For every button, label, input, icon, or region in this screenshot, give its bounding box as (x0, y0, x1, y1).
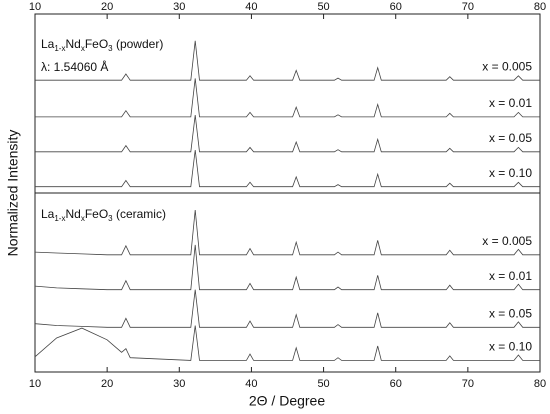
y-axis-label: Normalized Intensity (5, 130, 21, 257)
subscript: 1-x (54, 44, 65, 53)
trace-label: x = 0.01 (489, 269, 532, 283)
label-part: Nd (65, 37, 80, 51)
trace-label: x = 0.05 (489, 131, 532, 145)
x-tick-label-top: 40 (245, 1, 257, 13)
x-tick-label: 30 (173, 378, 185, 390)
label-part: La (41, 207, 55, 221)
annotation: λ: 1.54060 Å (41, 59, 108, 74)
trace (35, 115, 540, 153)
trace (34, 244, 540, 291)
x-tick-label: 10 (29, 378, 41, 390)
label-part: FeO (85, 37, 108, 51)
x-tick-label-top: 80 (534, 1, 546, 13)
x-tick-label-top: 30 (173, 1, 185, 13)
trace (35, 149, 540, 188)
subscript: 1-x (54, 214, 65, 223)
label-part: (ceramic) (113, 207, 166, 221)
x-tick-label: 40 (245, 378, 257, 390)
label-part: La (41, 37, 55, 51)
trace-label: x = 0.10 (489, 340, 532, 354)
x-tick-label-top: 10 (29, 1, 41, 13)
label-part: FeO (85, 207, 108, 221)
x-tick-label-top: 50 (317, 1, 329, 13)
trace-label: x = 0.10 (489, 166, 532, 180)
subscript: x (81, 214, 85, 223)
trace (34, 209, 540, 256)
label-part: Nd (65, 207, 80, 221)
x-axis-label: 2Θ / Degree (249, 393, 325, 409)
trace (34, 325, 540, 361)
x-tick-label-top: 20 (101, 1, 113, 13)
trace-label: x = 0.005 (482, 234, 532, 248)
x-tick-label-top: 60 (390, 1, 402, 13)
trace (35, 40, 540, 81)
x-tick-label: 20 (101, 378, 113, 390)
trace-label: x = 0.01 (489, 96, 532, 110)
subscript: 3 (108, 214, 113, 223)
subscript: 3 (108, 44, 113, 53)
x-tick-label-top: 70 (462, 1, 474, 13)
trace-label: x = 0.05 (489, 306, 532, 320)
subscript: x (81, 44, 85, 53)
panel-label: La1-xNdxFeO3 (powder) (41, 37, 163, 53)
trace-label: x = 0.005 (482, 59, 532, 73)
label-part: (powder) (113, 37, 164, 51)
trace (34, 289, 540, 328)
trace (35, 78, 540, 118)
x-tick-label: 60 (390, 378, 402, 390)
panel-label: La1-xNdxFeO3 (ceramic) (41, 207, 166, 223)
x-tick-label: 70 (462, 378, 474, 390)
x-tick-label: 80 (534, 378, 546, 390)
x-tick-label: 50 (317, 378, 329, 390)
